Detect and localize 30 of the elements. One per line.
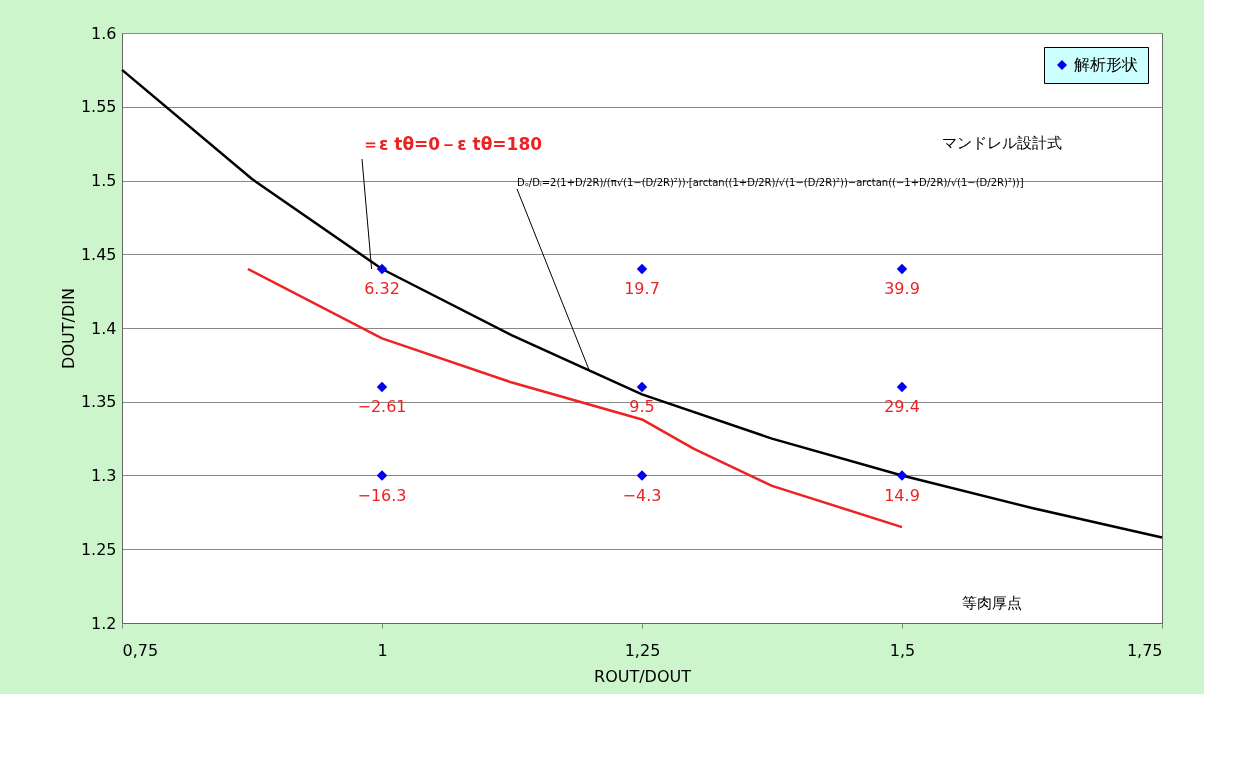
y-tick-label: 1.6 [91,23,117,43]
legend-label: 解析形状 [1074,55,1138,74]
y-tick-label: 1.4 [91,318,117,338]
annotation: マンドレル設計式 [942,134,1062,152]
y-tick-label: 1.25 [80,539,117,559]
x-tick-label: 1 [377,640,388,660]
x-tick-label: 1,5 [889,640,916,660]
y-tick-label: 1.35 [80,392,117,412]
y-tick-label: 1.5 [91,171,117,190]
annotation: −16.3 [357,485,407,505]
annotation: −2.61 [357,397,407,416]
annotation: 19.7 [624,279,660,298]
y-tick-label: 1.3 [91,466,117,485]
x-tick-label: 0,75 [122,640,159,660]
annotation: −4.3 [622,485,662,505]
annotation: 6.32 [364,279,400,298]
x-axis-title: ROUT/DOUT [594,666,692,686]
y-tick-label: 1.55 [80,97,117,117]
y-tick-label: 1.2 [91,613,117,633]
annotation: 等肉厚点 [962,594,1022,612]
y-tick-label: 1.45 [80,244,117,264]
annotation: 29.4 [884,397,920,416]
annotation: 14.9 [884,485,920,505]
x-tick-label: 1,25 [624,640,661,660]
y-axis-title: DOUT/DIN [58,288,78,369]
annotation: 9.5 [629,397,655,416]
annotation: Dₒ/Dᵢ=2(1+D/2R)/(π√(1−(D/2R)²))·[arctan((1+D/2R)/√(1−(D/2R)²))−arctan((−1+D/2R)/√(1−(D/2R)²))] [517,177,1024,188]
annotation: ＝ε tθ=0－ε tθ=180 [361,134,543,154]
annotation: 39.9 [884,279,920,298]
x-tick-label: 1,75 [1126,640,1163,660]
